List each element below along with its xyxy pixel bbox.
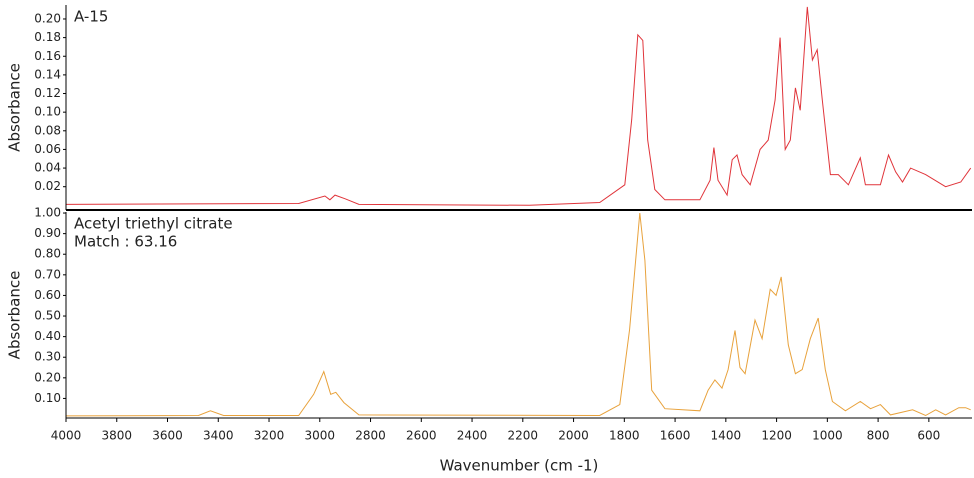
x-tick-label: 1600 xyxy=(660,429,691,443)
y-tick-label: 0.20 xyxy=(34,11,61,25)
y-tick-label: 0.06 xyxy=(34,142,61,156)
x-tick-label: 3800 xyxy=(101,429,132,443)
y-tick-label: 0.60 xyxy=(34,288,61,302)
x-tick-label: 3600 xyxy=(152,429,183,443)
x-tick-label: 1200 xyxy=(761,429,792,443)
x-tick-label: 2000 xyxy=(558,429,589,443)
y-tick-label: 0.12 xyxy=(34,86,61,100)
y-tick-label: 0.10 xyxy=(34,391,61,405)
y-tick-label: 0.20 xyxy=(34,370,61,384)
y-tick-label: 0.50 xyxy=(34,309,61,323)
y-tick-label: 0.14 xyxy=(34,67,61,81)
x-tick-label: 1800 xyxy=(609,429,640,443)
y-tick-label: 0.40 xyxy=(34,329,61,343)
y-tick-label: 1.00 xyxy=(34,206,61,220)
x-tick-label: 2200 xyxy=(508,429,539,443)
x-tick-label: 2800 xyxy=(355,429,386,443)
y-axis-label: Absorbance xyxy=(6,271,24,360)
y-tick-label: 0.30 xyxy=(34,350,61,364)
x-tick-label: 1400 xyxy=(711,429,742,443)
y-tick-label: 0.16 xyxy=(34,49,61,63)
y-tick-label: 0.18 xyxy=(34,30,61,44)
x-tick-label: 4000 xyxy=(51,429,82,443)
y-axis-label: Absorbance xyxy=(6,63,24,152)
x-tick-label: 600 xyxy=(917,429,940,443)
x-tick-label: 1000 xyxy=(812,429,843,443)
spectrum-line xyxy=(65,6,972,206)
annotation: A-15 xyxy=(74,8,108,26)
spectrum-line xyxy=(65,212,971,417)
annotation: Match : 63.16 xyxy=(74,233,177,251)
x-tick-label: 3400 xyxy=(203,429,234,443)
y-tick-label: 0.80 xyxy=(34,247,61,261)
x-tick-label: 3200 xyxy=(254,429,285,443)
x-axis-label: Wavenumber (cm -1) xyxy=(440,457,599,475)
x-tick-label: 800 xyxy=(867,429,890,443)
y-tick-label: 0.04 xyxy=(34,161,61,175)
x-tick-label: 2400 xyxy=(457,429,488,443)
y-tick-label: 0.90 xyxy=(34,226,61,240)
y-tick-label: 0.02 xyxy=(34,179,61,193)
annotation: Acetyl triethyl citrate xyxy=(74,215,233,233)
y-tick-label: 0.70 xyxy=(34,267,61,281)
y-tick-label: 0.10 xyxy=(34,105,61,119)
x-tick-label: 3000 xyxy=(305,429,336,443)
y-tick-label: 0.08 xyxy=(34,123,61,137)
x-tick-label: 2600 xyxy=(406,429,437,443)
